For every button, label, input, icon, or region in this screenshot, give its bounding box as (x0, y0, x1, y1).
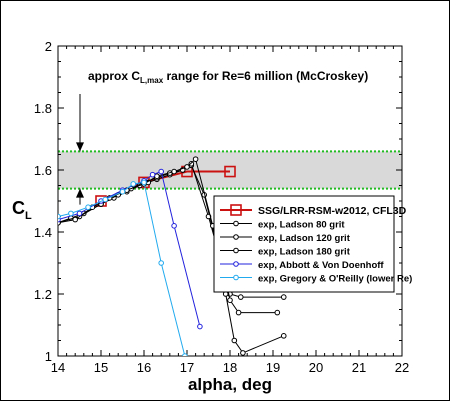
series-marker-4 (149, 171, 156, 178)
band-annotation: approx CL,max range for Re=6 million (Mc… (88, 69, 368, 85)
legend-entry-label: exp, Gregory & O'Reilly (lower Re) (258, 274, 412, 285)
y-tick-label: 1.2 (34, 287, 52, 302)
y-tick-label: 1 (45, 349, 52, 364)
series-marker-0 (224, 165, 236, 178)
series-line-5 (58, 181, 186, 356)
y-tick-label: 1.4 (34, 225, 52, 240)
legend-entry-label: exp, Abbott & Von Doenhoff (258, 260, 384, 271)
series-marker-3 (240, 350, 246, 356)
series-marker-5 (141, 179, 147, 186)
annotation-arrowhead-bottom (76, 188, 84, 198)
series-marker-3 (192, 156, 199, 162)
series-marker-5 (58, 213, 61, 220)
series-marker-3 (280, 333, 287, 339)
y-tick-label: 1.8 (34, 101, 52, 116)
series-marker-2 (235, 309, 242, 316)
series-marker-2 (274, 309, 281, 316)
series-marker-3 (72, 216, 78, 223)
y-tick-label: 1.6 (34, 163, 52, 178)
x-tick-label: 18 (223, 360, 237, 375)
legend-entry-label: SSG/LRR-RSM-w2012, CFL3D (258, 205, 407, 217)
series-marker-2 (227, 297, 233, 304)
legend-box (213, 195, 395, 293)
series-marker-1 (280, 294, 287, 300)
annotation-arrowhead-top (76, 142, 84, 152)
series-marker-4 (158, 168, 164, 175)
legend-marker (233, 274, 239, 281)
x-tick-label: 21 (352, 360, 366, 375)
legend-marker (233, 220, 239, 227)
legend-entry-label: exp, Ladson 180 grit (258, 247, 351, 258)
series-marker-4 (197, 323, 203, 330)
legend-marker (233, 261, 239, 267)
clmax-range-band (58, 151, 402, 189)
series-marker-5 (158, 260, 164, 266)
series-marker-5 (85, 204, 91, 210)
series-marker-4 (171, 223, 177, 229)
series-marker-3 (231, 337, 238, 344)
series-marker-5 (102, 196, 109, 203)
series-marker-3 (184, 164, 190, 170)
series-marker-5 (182, 353, 188, 356)
x-tick-label: 19 (266, 360, 280, 375)
series-marker-5 (119, 188, 126, 195)
y-axis-label: CL (12, 198, 32, 222)
legend-marker (233, 247, 239, 254)
series-marker-5 (68, 210, 74, 217)
x-tick-label: 14 (51, 360, 65, 375)
x-axis-label: alpha, deg (188, 375, 272, 394)
series-marker-4 (76, 210, 83, 217)
legend-entry-label: exp, Ladson 120 grit (258, 233, 351, 244)
series-marker-1 (237, 294, 244, 300)
x-tick-label: 22 (395, 360, 409, 375)
y-tick-label: 2 (45, 39, 52, 54)
legend-marker (230, 204, 242, 216)
legend-marker (233, 234, 239, 240)
series-marker-3 (171, 168, 177, 175)
series-marker-5 (130, 181, 137, 187)
x-tick-label: 20 (309, 360, 323, 375)
x-tick-label: 15 (94, 360, 108, 375)
legend-entry-label: exp, Ladson 80 grit (258, 220, 345, 231)
x-tick-label: 16 (137, 360, 151, 375)
x-tick-label: 17 (180, 360, 194, 375)
